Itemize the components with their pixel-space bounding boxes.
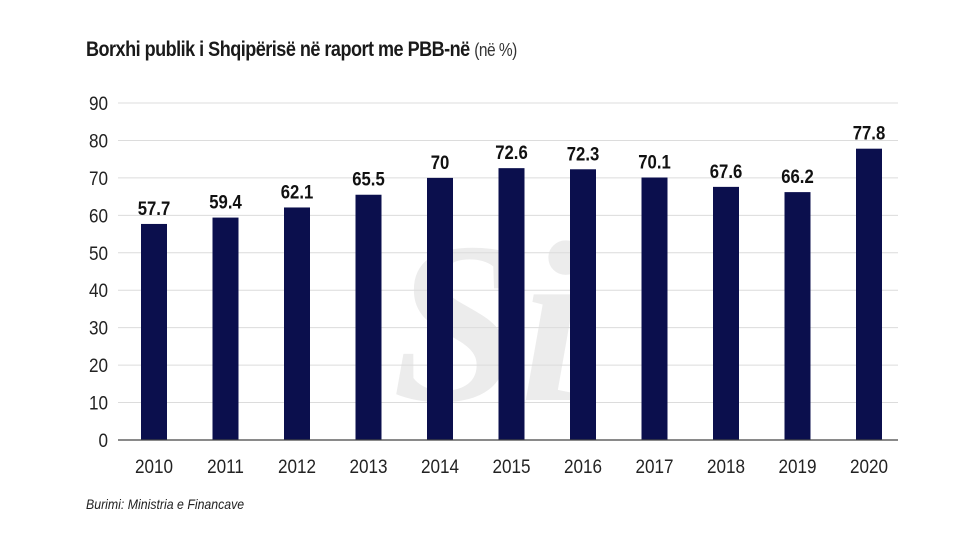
data-label: 70 xyxy=(431,152,450,173)
data-label: 65.5 xyxy=(352,169,385,190)
bar xyxy=(713,186,739,440)
data-label: 72.6 xyxy=(495,142,528,163)
data-label: 72.3 xyxy=(567,143,600,164)
data-label: 77.8 xyxy=(853,123,886,144)
data-label: 66.2 xyxy=(781,166,814,187)
bar xyxy=(856,148,882,440)
data-label: 62.1 xyxy=(281,181,314,202)
y-tick-label: 20 xyxy=(89,355,108,376)
source-note: Burimi: Ministria e Financave xyxy=(86,496,245,512)
chart-title-text: Borxhi publik i Shqipërisë në raport me … xyxy=(86,38,470,61)
x-tick-label: 2014 xyxy=(421,456,459,477)
bar xyxy=(498,168,525,441)
bar xyxy=(212,217,239,440)
x-tick-label: 2016 xyxy=(564,456,602,477)
bar xyxy=(784,192,811,440)
chart-title: Borxhi publik i Shqipërisë në raport me … xyxy=(86,38,517,62)
x-tick-label: 2017 xyxy=(635,456,673,477)
y-tick-label: 90 xyxy=(89,93,108,114)
y-tick-label: 30 xyxy=(89,318,108,339)
watermark-logo: Si xyxy=(392,195,584,450)
data-label: 57.7 xyxy=(138,198,171,219)
y-tick-label: 50 xyxy=(89,243,108,264)
x-tick-label: 2010 xyxy=(135,456,173,477)
bar xyxy=(641,177,668,440)
y-tick-label: 80 xyxy=(89,131,108,152)
bar xyxy=(570,169,596,440)
y-tick-label: 40 xyxy=(89,280,108,301)
data-label: 70.1 xyxy=(638,152,671,173)
x-tick-label: 2013 xyxy=(349,456,387,477)
y-tick-label: 60 xyxy=(89,206,108,227)
x-tick-label: 2012 xyxy=(278,456,316,477)
y-tick-label: 0 xyxy=(98,430,108,451)
bar xyxy=(427,177,453,440)
bar xyxy=(141,223,167,440)
x-tick-label: 2019 xyxy=(778,456,816,477)
y-tick-label: 70 xyxy=(89,168,108,189)
x-tick-label: 2011 xyxy=(207,456,244,477)
bar xyxy=(355,194,382,440)
data-label: 59.4 xyxy=(209,192,242,213)
y-tick-label: 10 xyxy=(89,393,108,414)
x-tick-label: 2018 xyxy=(707,456,745,477)
chart-title-unit: (në %) xyxy=(474,40,517,60)
x-tick-label: 2020 xyxy=(850,456,888,477)
data-label: 67.6 xyxy=(710,161,743,182)
x-tick-label: 2015 xyxy=(492,456,530,477)
bar xyxy=(284,207,310,440)
